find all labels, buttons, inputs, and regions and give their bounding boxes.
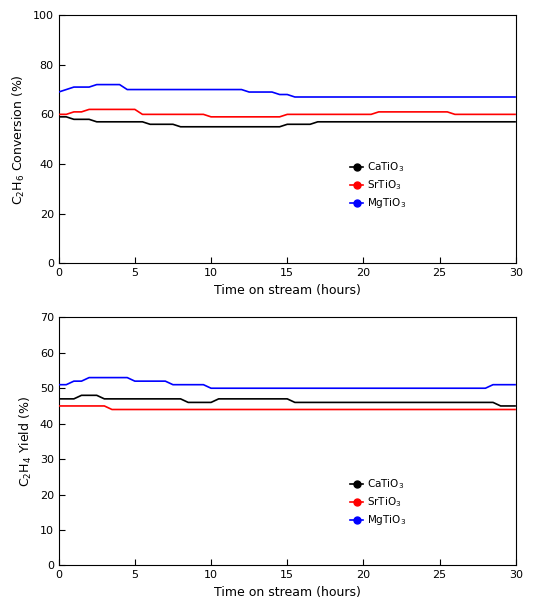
Y-axis label: C$_2$H$_6$ Conversion (%): C$_2$H$_6$ Conversion (%)	[11, 74, 27, 204]
X-axis label: Time on stream (hours): Time on stream (hours)	[214, 284, 360, 296]
Y-axis label: C$_2$H$_4$ Yield (%): C$_2$H$_4$ Yield (%)	[18, 396, 34, 487]
X-axis label: Time on stream (hours): Time on stream (hours)	[214, 586, 360, 599]
Legend: CaTiO$_3$, SrTiO$_3$, MgTiO$_3$: CaTiO$_3$, SrTiO$_3$, MgTiO$_3$	[347, 157, 410, 213]
Legend: CaTiO$_3$, SrTiO$_3$, MgTiO$_3$: CaTiO$_3$, SrTiO$_3$, MgTiO$_3$	[347, 475, 410, 531]
